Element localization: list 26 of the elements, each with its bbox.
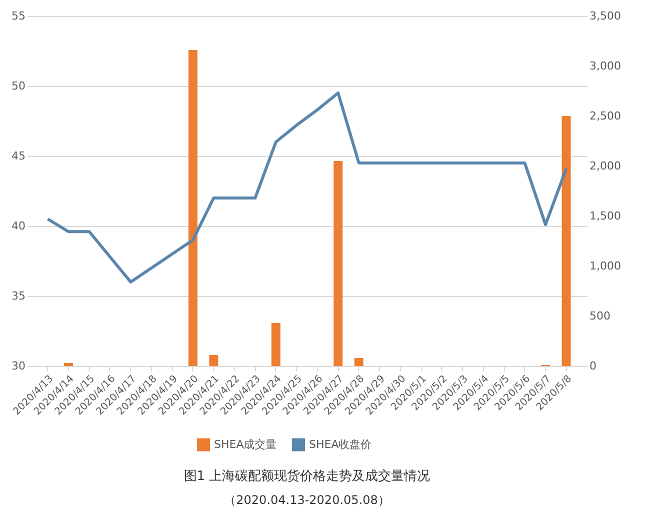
y-tick-label: 30 [12, 360, 26, 372]
y-tick-label: 50 [12, 80, 26, 92]
y2-tick-label: 2,500 [590, 110, 621, 122]
bar [354, 358, 364, 366]
bar [209, 355, 218, 366]
text: （2020.04.13-2020.05.08） [224, 493, 390, 507]
text: 图1 上海碳配额现货价格走势及成交量情况 [184, 468, 430, 484]
bar [64, 363, 73, 366]
bar [334, 161, 343, 366]
y2-tick-label: 3,500 [590, 10, 621, 22]
bar [562, 116, 571, 366]
y2-tick-label: 500 [590, 310, 610, 322]
y2-tick-label: 2,000 [590, 160, 621, 172]
y-tick-label: 45 [12, 150, 26, 162]
line-series [46, 92, 568, 284]
y-tick-label: 40 [12, 220, 26, 232]
legend-label: SHEA成交量 [214, 438, 277, 451]
bar [271, 323, 280, 366]
y2-tick-label: 3,000 [590, 60, 621, 72]
y2-tick-label: 0 [590, 360, 596, 372]
y-tick-label: 35 [12, 290, 26, 302]
bar [188, 50, 198, 366]
y-tick-label: 55 [12, 10, 26, 22]
y2-tick-label: 1,500 [590, 210, 621, 222]
legend-label: SHEA收盘价 [309, 438, 372, 451]
y2-tick-label: 1,000 [590, 260, 621, 272]
